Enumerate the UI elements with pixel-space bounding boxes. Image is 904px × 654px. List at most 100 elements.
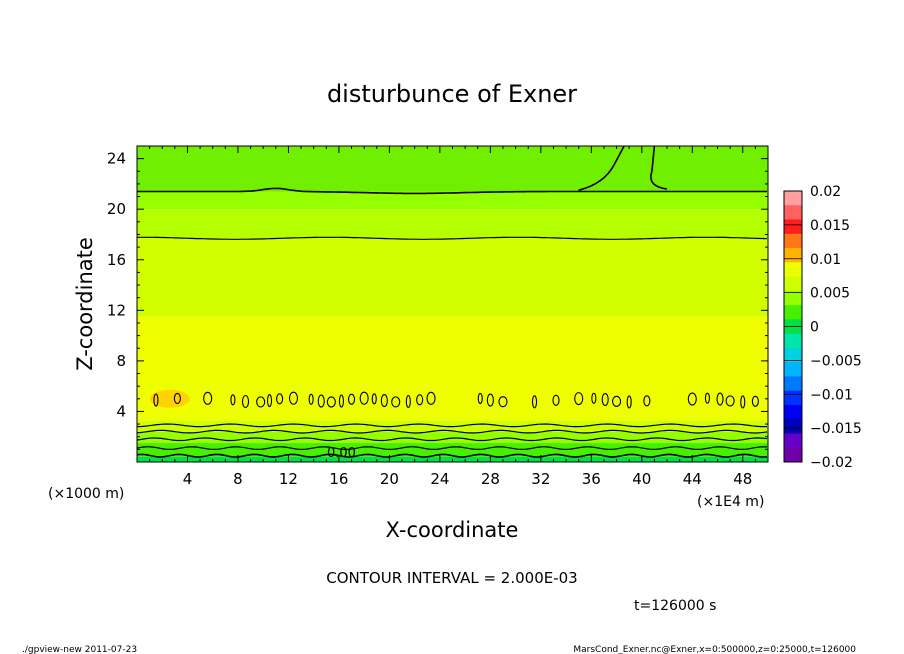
y-tick-label: 8 [116, 352, 126, 370]
contour-value-label: 0.00 [327, 446, 356, 461]
contour-cell-32 [687, 392, 697, 406]
x-tick-label: 8 [233, 470, 243, 488]
fill-band-6 [137, 209, 768, 239]
colorbar-swatch-2 [784, 219, 802, 235]
contour-cell-5 [256, 396, 266, 408]
contour-cell-17 [391, 396, 401, 408]
contour-lines: 0.00 [136, 145, 768, 461]
time-text: t=126000 s [634, 598, 716, 614]
y-tick-label: 4 [116, 402, 126, 420]
fill-band-8 [137, 146, 768, 192]
colorbar-swatch-7 [784, 290, 802, 306]
contour-cell-37 [751, 395, 759, 407]
colorbar-tick-label: −0.015 [810, 421, 862, 437]
contour-cell-35 [725, 395, 735, 407]
y-tick-label: 12 [107, 301, 126, 319]
contour-line-1 [136, 446, 768, 451]
warm-patch [149, 389, 190, 408]
colorbar-swatch-11 [784, 347, 802, 363]
fill-band-5 [137, 238, 768, 317]
contour-cell-27 [591, 392, 597, 404]
contour-line-0 [136, 453, 768, 458]
x-tick-label: 24 [430, 470, 449, 488]
contour-cell-3 [230, 394, 236, 406]
colorbar-tick-label: 0 [810, 320, 819, 336]
contour-cell-0 [153, 393, 159, 407]
contour-interval-text: CONTOUR INTERVAL = 2.000E-03 [326, 569, 577, 587]
y-tick-label: 16 [107, 251, 126, 269]
contour-cell-10 [317, 394, 325, 408]
colorbar-tick-label: −0.02 [810, 455, 853, 471]
colorbar-swatch-0 [784, 191, 802, 206]
plot-fill-layer [137, 146, 768, 462]
fill-band-3 [137, 420, 768, 432]
contour-cell-33 [704, 392, 710, 404]
colorbar-swatch-3 [784, 233, 802, 249]
x-tick-label: 16 [329, 470, 348, 488]
colorbar-swatch-16 [784, 419, 802, 434]
colorbar-swatch-13 [784, 376, 802, 392]
y-tick-label: 20 [107, 200, 126, 218]
colorbar-swatch-18 [784, 447, 802, 463]
contour-cell-6 [266, 394, 273, 408]
x-tick-label: 20 [380, 470, 399, 488]
contour-cell-14 [359, 391, 369, 405]
colorbar-swatch-6 [784, 276, 802, 292]
colorbar [783, 190, 803, 463]
y-axis-ticks: 4 8 12 16 20 24 [107, 150, 768, 450]
colorbar-swatch-12 [784, 362, 802, 377]
contour-cell-34 [716, 392, 724, 406]
y-unit-label: (×1000 m) [48, 486, 124, 502]
chart-title: disturbunce of Exner [327, 80, 577, 108]
contour-cell-23 [498, 396, 508, 408]
contour-cell-26 [574, 392, 584, 406]
plot-extras-layer [149, 389, 190, 408]
footer-left-text: ./gpview-new 2011-07-23 [22, 645, 137, 654]
contour-line-6 [137, 145, 767, 195]
contour-cell-20 [426, 391, 436, 405]
colorbar-swatch-8 [784, 305, 802, 320]
x-unit-label: (×1E4 m) [697, 494, 764, 510]
contour-cell-18 [405, 394, 411, 409]
x-tick-label: 36 [582, 470, 601, 488]
contour-cell-22 [486, 393, 494, 407]
colorbar-swatch-14 [784, 390, 802, 406]
contour-cell-13 [347, 393, 356, 405]
contour-line-5 [137, 236, 768, 240]
fill-band-2 [137, 431, 768, 444]
contour-line-3 [136, 429, 768, 434]
x-axis-ticks: 4 8 12 16 20 24 28 32 36 40 44 48 [149, 146, 756, 488]
colorbar-swatch-15 [784, 404, 802, 420]
colorbar-swatch-17 [784, 433, 802, 449]
contour-cell-15 [371, 393, 377, 405]
fill-band-7 [137, 191, 768, 210]
y-tick-label: 24 [107, 150, 126, 168]
contour-cell-36 [740, 395, 746, 409]
x-tick-label: 4 [183, 470, 193, 488]
contour-cell-4 [241, 394, 250, 409]
contour-line-2 [136, 437, 768, 442]
contour-cell-28 [601, 393, 609, 407]
colorbar-ticks: 0.02 0.015 0.01 0.005 0 −0.005 −0.01 −0.015 −0.0… [784, 184, 862, 471]
contour-cell-16 [380, 394, 388, 408]
contour-cell-11 [326, 396, 336, 408]
colorbar-tick-label: 0.015 [810, 218, 850, 234]
x-tick-label: 48 [733, 470, 752, 488]
contour-cell-30 [626, 395, 632, 409]
y-axis-label: Z-coordinate [73, 237, 97, 371]
x-tick-label: 40 [632, 470, 651, 488]
contour-cell-7 [276, 393, 284, 405]
fill-band-1 [137, 443, 768, 457]
colorbar-tick-label: 0.02 [810, 184, 841, 200]
contour-cell-19 [416, 394, 424, 406]
colorbar-swatch-4 [784, 248, 802, 263]
colorbar-swatch-1 [784, 205, 802, 221]
x-tick-label: 32 [531, 470, 550, 488]
contour-cell-8 [288, 391, 299, 405]
contour-cell-2 [203, 391, 213, 405]
x-axis-label: X-coordinate [386, 518, 519, 542]
footer-right-text: MarsCond_Exner.nc@Exner,x=0:500000,z=0:2… [573, 645, 856, 654]
x-tick-label: 28 [481, 470, 500, 488]
contour-cell-24 [531, 395, 538, 409]
